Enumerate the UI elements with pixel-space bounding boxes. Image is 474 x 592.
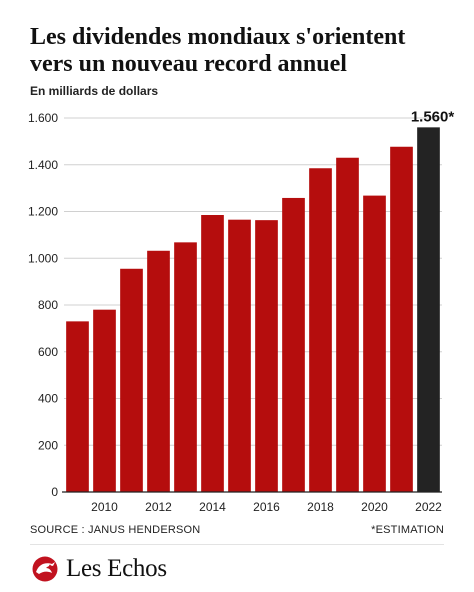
highlight-value-label: 1.560*: [411, 108, 455, 125]
les-echos-dragon-icon: [32, 556, 58, 582]
chart-title: Les dividendes mondiaux s'orientent vers…: [30, 24, 406, 77]
bar-2014: [201, 215, 224, 492]
chart-subtitle: En milliards de dollars: [30, 84, 159, 98]
bar-2012: [147, 250, 170, 492]
logo-text: Les Echos: [66, 555, 167, 582]
les-echos-logo: Les Echos: [30, 555, 167, 583]
bar-2017: [282, 197, 305, 492]
bar-2015: [228, 219, 251, 492]
y-tick-label: 400: [38, 392, 58, 406]
bar-2020: [363, 195, 386, 492]
y-tick-label: 1.000: [28, 251, 58, 265]
estimation-note: *ESTIMATION: [371, 524, 444, 536]
x-tick-label: 2010: [91, 500, 118, 514]
y-tick-label: 200: [38, 438, 58, 452]
bar-2013: [174, 242, 197, 492]
source-note: SOURCE : JANUS HENDERSON: [30, 524, 201, 536]
x-tick-label: 2018: [307, 500, 334, 514]
bar-2019: [336, 157, 359, 493]
x-tick-label: 2022: [415, 500, 442, 514]
x-tick-label: 2020: [361, 500, 388, 514]
bar-2018: [309, 168, 332, 492]
footer-divider: [30, 544, 444, 545]
bar-2016: [255, 220, 278, 492]
bar-2011: [120, 268, 143, 492]
x-tick-label: 2014: [199, 500, 226, 514]
y-tick-label: 1.200: [28, 205, 58, 219]
x-tick-label: 2016: [253, 500, 280, 514]
y-tick-label: 1.400: [28, 158, 58, 172]
x-tick-label: 2012: [145, 500, 172, 514]
bar-2022: [417, 127, 440, 492]
y-axis-ticks: 0 200 400 600 800 1.000 1.200 1.400 1.600: [28, 111, 58, 499]
y-tick-label: 600: [38, 345, 58, 359]
bar-2009: [66, 321, 89, 492]
y-tick-label: 800: [38, 298, 58, 312]
bar-2010: [93, 309, 116, 492]
x-axis-ticks: 2010 2012 2014 2016 2018 2020 2022: [91, 500, 442, 514]
y-tick-label: 0: [51, 485, 58, 499]
y-tick-label: 1.600: [28, 111, 58, 125]
bars: [66, 127, 440, 493]
bar-2021: [390, 146, 413, 492]
